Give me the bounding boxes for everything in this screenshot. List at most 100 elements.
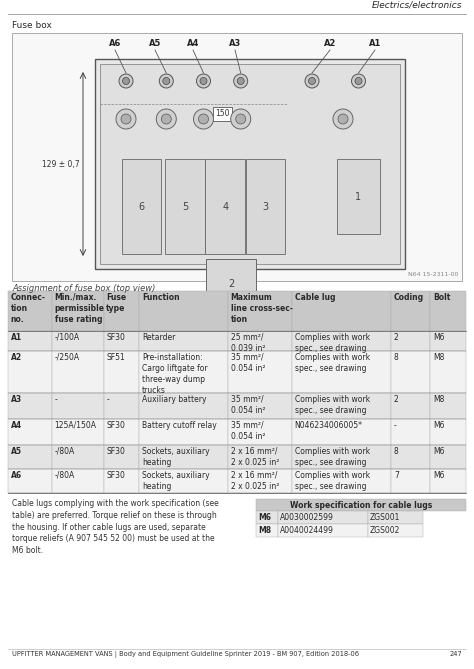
Text: M6: M6: [433, 421, 445, 430]
Bar: [392, 291, 430, 331]
Circle shape: [122, 78, 129, 84]
Bar: [292, 419, 392, 445]
Circle shape: [309, 78, 316, 84]
Bar: [139, 445, 228, 469]
Circle shape: [305, 74, 319, 88]
Bar: [104, 445, 139, 469]
Text: Complies with work
spec., see drawing: Complies with work spec., see drawing: [294, 447, 370, 467]
Circle shape: [163, 78, 170, 84]
Text: M8: M8: [258, 526, 271, 535]
Bar: [139, 393, 228, 419]
Bar: [392, 393, 430, 419]
Bar: [8, 351, 52, 393]
Text: A1: A1: [369, 39, 381, 48]
Text: 1: 1: [356, 191, 362, 201]
Text: Fuse box: Fuse box: [12, 21, 52, 30]
Text: SF51: SF51: [106, 353, 125, 362]
Text: SF30: SF30: [106, 447, 125, 456]
Text: Complies with work
spec., see drawing: Complies with work spec., see drawing: [294, 353, 370, 373]
Text: Sockets, auxiliary
heating: Sockets, auxiliary heating: [142, 471, 210, 491]
Text: M6: M6: [433, 471, 445, 480]
Text: Function: Function: [142, 293, 180, 302]
Text: M6: M6: [258, 513, 271, 522]
Text: 35 mm²/
0.054 in²: 35 mm²/ 0.054 in²: [231, 353, 265, 373]
Text: Complies with work
spec., see drawing: Complies with work spec., see drawing: [294, 395, 370, 415]
Text: 5: 5: [182, 201, 188, 211]
Text: 247: 247: [449, 651, 462, 657]
Bar: [430, 445, 466, 469]
Bar: [228, 291, 292, 331]
Text: A5: A5: [149, 39, 161, 48]
Text: -/100A: -/100A: [55, 333, 80, 342]
Text: Assignment of fuse box (top view): Assignment of fuse box (top view): [12, 284, 155, 293]
Text: M6: M6: [433, 333, 445, 342]
Bar: [278, 524, 368, 537]
Bar: [292, 291, 392, 331]
Bar: [139, 331, 228, 351]
Bar: [392, 419, 430, 445]
Bar: [368, 524, 423, 537]
Bar: [52, 419, 104, 445]
Bar: [52, 291, 104, 331]
Text: Connec-
tion
no.: Connec- tion no.: [10, 293, 46, 324]
Text: A6: A6: [109, 39, 121, 48]
Circle shape: [116, 109, 136, 129]
Bar: [430, 469, 466, 493]
Text: ZGS002: ZGS002: [370, 526, 401, 535]
Circle shape: [237, 78, 244, 84]
Bar: [100, 64, 400, 264]
Bar: [392, 469, 430, 493]
Bar: [228, 469, 292, 493]
Text: 2: 2: [394, 333, 399, 342]
Bar: [52, 393, 104, 419]
Text: 2: 2: [228, 279, 235, 289]
Bar: [256, 524, 278, 537]
Bar: [246, 159, 285, 254]
Text: M8: M8: [433, 353, 444, 362]
Bar: [165, 159, 205, 254]
Text: 2 x 16 mm²/
2 x 0.025 in²: 2 x 16 mm²/ 2 x 0.025 in²: [231, 471, 279, 491]
Text: A5: A5: [10, 447, 21, 456]
Text: Fuse
type: Fuse type: [106, 293, 127, 313]
Circle shape: [159, 74, 173, 88]
Bar: [206, 159, 245, 254]
Bar: [8, 331, 52, 351]
Circle shape: [352, 74, 365, 88]
Text: ZGS001: ZGS001: [370, 513, 401, 522]
Bar: [8, 469, 52, 493]
Bar: [104, 331, 139, 351]
Bar: [292, 469, 392, 493]
Text: Complies with work
spec., see drawing: Complies with work spec., see drawing: [294, 333, 370, 353]
Bar: [430, 331, 466, 351]
Circle shape: [355, 78, 362, 84]
Bar: [430, 393, 466, 419]
Circle shape: [121, 114, 131, 124]
Bar: [337, 159, 380, 234]
Bar: [139, 469, 228, 493]
Text: -/250A: -/250A: [55, 353, 80, 362]
Text: -/80A: -/80A: [55, 471, 75, 480]
Circle shape: [161, 114, 171, 124]
Bar: [228, 331, 292, 351]
Bar: [228, 445, 292, 469]
Text: Battery cutoff relay: Battery cutoff relay: [142, 421, 217, 430]
Bar: [368, 511, 423, 524]
Bar: [292, 331, 392, 351]
Bar: [292, 393, 392, 419]
Circle shape: [231, 109, 251, 129]
Bar: [139, 419, 228, 445]
Bar: [228, 419, 292, 445]
Text: A4: A4: [10, 421, 22, 430]
Text: N046234006005*: N046234006005*: [294, 421, 363, 430]
Bar: [228, 351, 292, 393]
Bar: [104, 469, 139, 493]
Bar: [104, 419, 139, 445]
Text: SF30: SF30: [106, 471, 125, 480]
Text: Bolt: Bolt: [433, 293, 450, 302]
Text: A4: A4: [187, 39, 199, 48]
Text: Cable lug: Cable lug: [294, 293, 335, 302]
Bar: [430, 419, 466, 445]
Circle shape: [338, 114, 348, 124]
Text: -: -: [394, 421, 397, 430]
Bar: [12, 33, 462, 281]
